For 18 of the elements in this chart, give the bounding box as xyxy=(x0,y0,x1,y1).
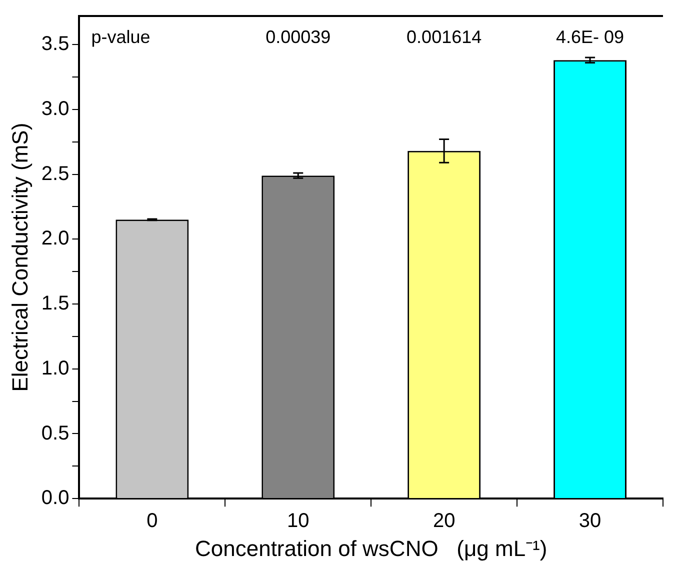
y-tick-label: 0.5 xyxy=(41,422,70,444)
annotation: p-value xyxy=(91,26,150,47)
y-tick-label: 0.0 xyxy=(41,487,70,510)
y-tick-label: 2.5 xyxy=(41,162,70,185)
annotation: 0.001614 xyxy=(406,26,482,47)
x-tick-label: 10 xyxy=(287,510,310,532)
y-tick-label: 1.5 xyxy=(41,292,70,315)
y-tick-label: 3.5 xyxy=(41,33,70,56)
x-tick-label: 20 xyxy=(432,510,456,532)
x-axis-title: Concentration of wsCNO (μg mL⁻¹) xyxy=(194,536,548,561)
x-tick-label: 0 xyxy=(146,510,158,532)
x-tick-label: 30 xyxy=(578,510,602,532)
annotation: 0.00039 xyxy=(266,26,331,47)
y-tick-label: 1.0 xyxy=(41,357,70,380)
y-tick-label: 2.0 xyxy=(41,228,70,250)
y-axis-title: Electrical Conductivity (mS) xyxy=(7,122,32,392)
y-tick-label: 3.0 xyxy=(41,98,70,120)
annotation: 4.6E- 09 xyxy=(556,26,624,47)
